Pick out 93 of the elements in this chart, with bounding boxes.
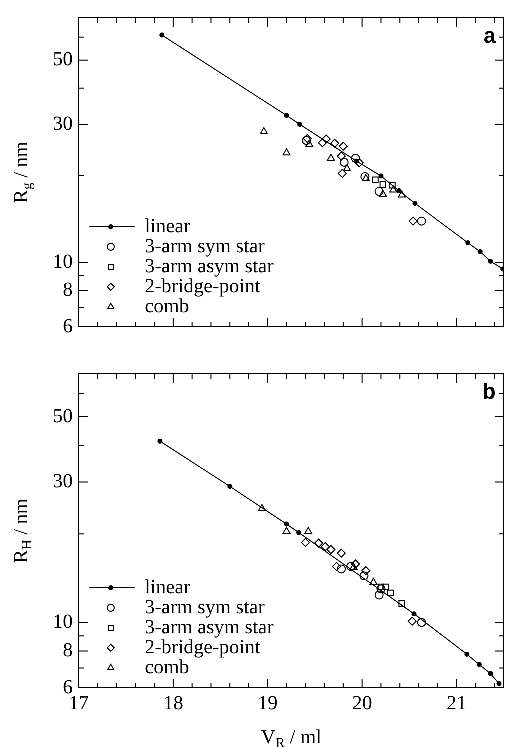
point — [396, 188, 402, 194]
point — [360, 572, 369, 581]
legend-label: linear — [145, 576, 191, 598]
point — [382, 584, 390, 591]
point — [282, 148, 291, 156]
point — [351, 154, 360, 164]
point — [378, 584, 385, 591]
point — [305, 140, 314, 148]
legend-label: comb — [145, 656, 190, 678]
point — [374, 187, 384, 196]
point — [351, 560, 360, 569]
point — [389, 182, 396, 189]
point — [376, 584, 386, 594]
y-axis-title: RH / nm — [10, 498, 36, 564]
point — [398, 600, 406, 608]
point — [343, 164, 352, 172]
point — [327, 154, 336, 162]
legend-label: 3-arm sym star — [145, 235, 266, 258]
legend-label: linear — [145, 215, 191, 238]
legend-label: 3-arm sym star — [145, 596, 266, 618]
point — [387, 590, 394, 596]
point — [417, 618, 426, 628]
y-tick-label: 10 — [53, 251, 73, 273]
point — [346, 562, 356, 572]
point — [302, 136, 312, 146]
point — [337, 564, 346, 574]
point — [321, 542, 330, 552]
point — [337, 152, 346, 161]
point — [160, 32, 165, 38]
point — [304, 527, 312, 534]
point — [158, 438, 163, 444]
point — [284, 113, 290, 118]
point — [378, 174, 384, 179]
x-tick-label: 18 — [163, 692, 184, 714]
y-axis-title: Rg / nm — [10, 141, 36, 204]
point — [488, 259, 494, 264]
point — [350, 563, 358, 570]
point — [301, 538, 310, 548]
point — [314, 538, 324, 548]
point — [332, 562, 342, 572]
y-tick-label: 8 — [63, 639, 73, 662]
y-tick-label: 30 — [53, 470, 73, 493]
point — [284, 522, 290, 527]
point — [417, 216, 426, 226]
point — [322, 134, 331, 144]
y-tick-label: 8 — [63, 279, 73, 302]
point — [488, 671, 494, 676]
x-tick-label: 21 — [446, 692, 467, 714]
annotation: a — [484, 23, 497, 48]
point — [478, 249, 483, 254]
y-tick-label: 10 — [53, 610, 73, 633]
point — [372, 176, 379, 184]
point — [476, 662, 482, 668]
point — [390, 186, 398, 193]
point — [464, 652, 470, 657]
point — [398, 190, 406, 198]
y-tick-label: 6 — [63, 676, 73, 698]
point — [296, 530, 302, 536]
point — [360, 172, 370, 182]
y-tick-label: 30 — [53, 112, 73, 135]
point — [258, 504, 266, 512]
point — [466, 240, 471, 246]
point — [379, 190, 388, 198]
point — [330, 139, 340, 148]
point — [318, 138, 328, 148]
x-tick-label: 19 — [258, 692, 278, 714]
point — [496, 681, 502, 686]
point — [412, 612, 417, 617]
point — [408, 216, 418, 226]
point — [338, 142, 348, 151]
point — [326, 545, 336, 554]
point — [374, 590, 384, 600]
point — [338, 169, 347, 178]
point — [362, 566, 371, 576]
y-tick-label: 6 — [63, 315, 73, 338]
point — [355, 158, 364, 168]
point — [362, 174, 370, 182]
point — [282, 527, 291, 534]
annotation: b — [482, 379, 496, 404]
point — [412, 201, 418, 206]
point — [303, 134, 312, 144]
y-tick-label: 50 — [53, 405, 73, 428]
point — [228, 484, 233, 490]
x-tick-label: 20 — [352, 692, 372, 714]
point — [340, 158, 349, 167]
point — [260, 127, 268, 134]
point — [337, 548, 346, 558]
point — [408, 616, 417, 626]
legend-label: comb — [145, 295, 190, 318]
point — [380, 181, 386, 188]
point — [298, 122, 302, 128]
y-tick-label: 50 — [53, 48, 73, 71]
point — [370, 578, 378, 585]
